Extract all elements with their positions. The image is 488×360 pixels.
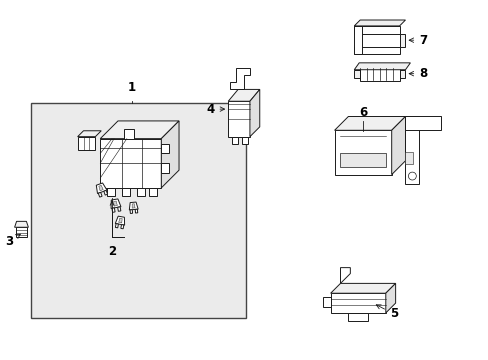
Polygon shape [334, 130, 391, 175]
Polygon shape [391, 117, 405, 175]
Polygon shape [385, 283, 395, 313]
Polygon shape [100, 139, 161, 188]
Polygon shape [78, 137, 95, 150]
Text: 5: 5 [375, 305, 397, 320]
Polygon shape [123, 129, 133, 139]
Polygon shape [119, 218, 122, 223]
Polygon shape [15, 221, 28, 227]
Polygon shape [405, 117, 440, 130]
Polygon shape [161, 121, 179, 188]
Polygon shape [353, 26, 399, 34]
Polygon shape [347, 313, 367, 321]
Polygon shape [115, 216, 124, 225]
Polygon shape [129, 202, 138, 210]
Polygon shape [249, 89, 259, 137]
Polygon shape [135, 209, 138, 213]
Polygon shape [334, 117, 405, 130]
Polygon shape [118, 207, 121, 211]
Polygon shape [232, 137, 238, 144]
Polygon shape [340, 153, 385, 167]
Text: 7: 7 [408, 34, 427, 47]
Polygon shape [130, 210, 132, 213]
Polygon shape [228, 101, 249, 137]
Polygon shape [16, 227, 27, 237]
Polygon shape [360, 67, 399, 81]
Polygon shape [340, 267, 349, 283]
Polygon shape [96, 183, 107, 194]
Polygon shape [353, 63, 409, 70]
Polygon shape [399, 70, 405, 78]
Polygon shape [399, 34, 405, 46]
Polygon shape [100, 121, 179, 139]
Text: 8: 8 [408, 67, 427, 80]
Polygon shape [161, 144, 169, 153]
Polygon shape [228, 89, 259, 101]
Polygon shape [121, 225, 123, 229]
Polygon shape [107, 188, 115, 196]
Polygon shape [132, 204, 135, 208]
Polygon shape [353, 46, 399, 54]
Text: 1: 1 [127, 81, 136, 94]
Polygon shape [113, 201, 117, 206]
Text: 4: 4 [206, 103, 224, 116]
Polygon shape [330, 293, 385, 313]
Polygon shape [161, 163, 169, 173]
Polygon shape [149, 188, 157, 196]
Polygon shape [112, 208, 115, 212]
Polygon shape [230, 68, 249, 89]
Polygon shape [103, 190, 107, 195]
Polygon shape [330, 283, 395, 293]
Text: 6: 6 [358, 106, 366, 119]
Polygon shape [137, 188, 144, 196]
Text: 3: 3 [5, 234, 20, 248]
Polygon shape [111, 199, 121, 208]
Polygon shape [115, 224, 118, 228]
Circle shape [407, 172, 415, 180]
Polygon shape [353, 70, 360, 78]
Polygon shape [405, 117, 418, 184]
Polygon shape [99, 185, 103, 191]
Polygon shape [353, 20, 405, 26]
Polygon shape [242, 137, 247, 144]
Text: 2: 2 [108, 245, 116, 258]
Polygon shape [78, 131, 101, 137]
Polygon shape [405, 152, 412, 164]
Polygon shape [322, 297, 330, 307]
Polygon shape [353, 26, 362, 54]
Polygon shape [98, 192, 102, 197]
Bar [31, 103, 245, 318]
Polygon shape [122, 188, 129, 196]
